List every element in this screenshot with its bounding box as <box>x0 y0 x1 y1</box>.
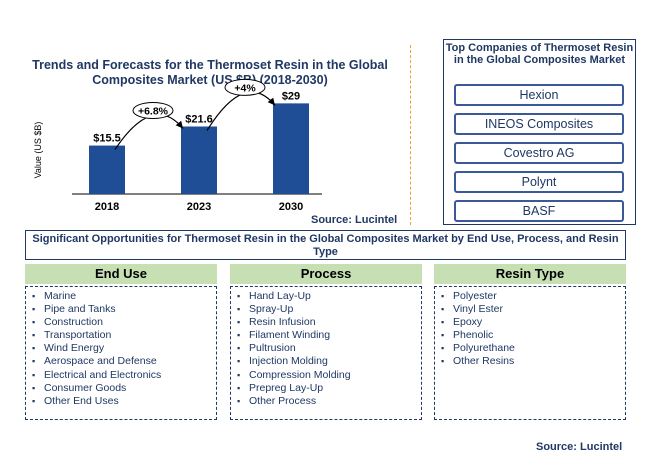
process-list: Hand Lay-Up Spray-Up Resin Infusion Fila… <box>230 286 422 420</box>
end-use-list: Marine Pipe and Tanks Construction Trans… <box>25 286 217 420</box>
list-item: Aerospace and Defense <box>32 355 216 368</box>
list-item: Other Process <box>237 395 421 408</box>
company-hexion: Hexion <box>454 84 624 106</box>
data-label-2023: $21.6 <box>185 114 213 126</box>
list-item: Pipe and Tanks <box>32 303 216 316</box>
list-item: Marine <box>32 290 216 303</box>
growth-label-1: +6.8% <box>138 106 169 118</box>
company-ineos-composites: INEOS Composites <box>454 113 624 135</box>
list-item: Filament Winding <box>237 329 421 342</box>
growth-arrow-1 <box>114 114 184 150</box>
company-covestro-ag: Covestro AG <box>454 142 624 164</box>
section-divider <box>410 45 411 225</box>
list-item: Phenolic <box>441 329 625 342</box>
list-item: Hand Lay-Up <box>237 290 421 303</box>
list-item: Other Resins <box>441 355 625 368</box>
y-axis-label: Value (US $B) <box>33 122 43 179</box>
top-companies-panel: Top Companies of Thermoset Resin in the … <box>443 39 636 225</box>
list-item: Injection Molding <box>237 355 421 368</box>
page-source: Source: Lucintel <box>536 441 623 453</box>
list-item: Compression Molding <box>237 369 421 382</box>
list-item: Polyester <box>441 290 625 303</box>
bar-2030 <box>273 103 309 194</box>
top-companies-title: Top Companies of Thermoset Resin in the … <box>445 42 634 66</box>
list-item: Pultrusion <box>237 342 421 355</box>
bar-2023 <box>181 126 217 194</box>
data-label-2018: $15.5 <box>93 133 121 145</box>
list-item: Other End Uses <box>32 395 216 408</box>
list-item: Resin Infusion <box>237 316 421 329</box>
opportunities-title: Significant Opportunities for Thermoset … <box>25 230 626 260</box>
list-item: Polyurethane <box>441 342 625 355</box>
list-item: Transportation <box>32 329 216 342</box>
resin-type-header: Resin Type <box>434 264 626 284</box>
company-basf: BASF <box>454 200 624 222</box>
chart-source: Source: Lucintel <box>311 214 398 226</box>
list-item: Prepreg Lay-Up <box>237 382 421 395</box>
end-use-header: End Use <box>25 264 217 284</box>
list-item: Consumer Goods <box>32 382 216 395</box>
growth-bubble-1 <box>132 102 174 119</box>
list-item: Construction <box>32 316 216 329</box>
x-tick-label-2030: 2030 <box>279 201 303 213</box>
list-item: Epoxy <box>441 316 625 329</box>
resin-type-list: Polyester Vinyl Ester Epoxy Phenolic Pol… <box>434 286 626 420</box>
list-item: Wind Energy <box>32 342 216 355</box>
growth-bubble-2 <box>224 78 266 96</box>
process-header: Process <box>230 264 422 284</box>
growth-arrow-2 <box>206 91 276 131</box>
chart-title: Trends and Forecasts for the Thermoset R… <box>32 58 388 87</box>
x-tick-label-2023: 2023 <box>187 201 211 213</box>
growth-label-2: +4% <box>234 82 256 94</box>
list-item: Electrical and Electronics <box>32 369 216 382</box>
company-polynt: Polynt <box>454 171 624 193</box>
x-tick-label-2018: 2018 <box>95 201 119 213</box>
bar-2018 <box>89 145 125 194</box>
list-item: Vinyl Ester <box>441 303 625 316</box>
data-label-2030: $29 <box>282 90 300 102</box>
list-item: Spray-Up <box>237 303 421 316</box>
